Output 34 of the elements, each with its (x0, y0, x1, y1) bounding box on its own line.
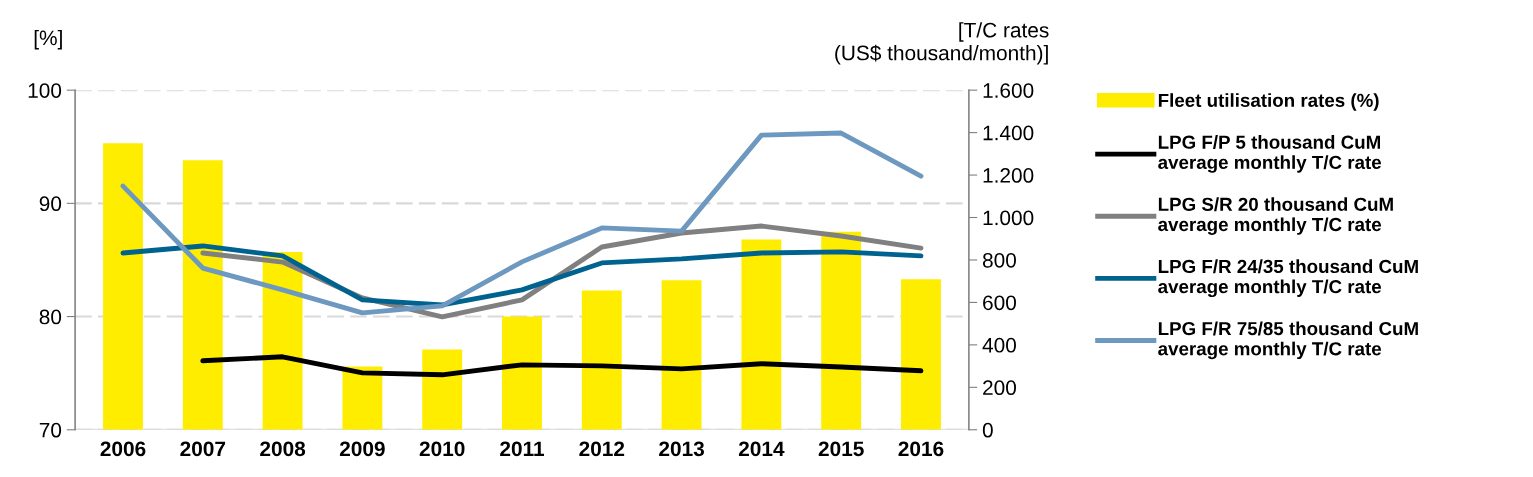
y-tick-label: 70 (39, 422, 62, 438)
x-tick-label: 2010 (419, 441, 465, 457)
y2-tick-label: 1.400 (983, 125, 1034, 141)
line-series (120, 130, 924, 316)
x-tick-label: 2008 (260, 441, 306, 457)
y2-tick-label: 1.600 (983, 83, 1034, 98)
legend-label: LPG S/R 20 thousand CuM average monthly T/C rate (1158, 197, 1393, 235)
line-series (200, 354, 924, 378)
legend-label: LPG F/P 5 thousand CuM average monthly T/C rate (1158, 135, 1382, 173)
y2-axis-title: [T/C rates (US$ thousand/month)] (835, 22, 1049, 65)
x-tick-label: 2013 (659, 441, 705, 457)
x-tick-label: 2007 (180, 441, 226, 457)
y-axis-title: [%] (34, 29, 62, 50)
y2-tick-label: 0 (982, 422, 993, 438)
y2-tick-label: 400 (982, 337, 1016, 353)
y2-tick-label: 600 (983, 295, 1016, 311)
y2-tick-label: 1.000 (983, 210, 1034, 226)
legend-label: LPG F/R 75/85 thousand CuM average monthly T/C rate (1158, 321, 1418, 360)
y-tick-label: 100 (28, 83, 62, 98)
x-tick-label: 2012 (579, 441, 625, 457)
x-tick-label: 2011 (500, 441, 545, 457)
y-tick-label: 80 (39, 309, 62, 325)
x-tick-label: 2014 (738, 441, 785, 457)
x-tick-label: 2015 (818, 441, 864, 457)
x-tick-label: 2016 (898, 441, 944, 457)
x-tick-label: 2009 (339, 441, 385, 457)
y-tick-label: 90 (39, 196, 62, 212)
y2-tick-label: 800 (982, 252, 1016, 268)
line-series (120, 243, 924, 308)
y2-tick-label: 200 (983, 380, 1016, 396)
x-tick-label: 2006 (100, 441, 146, 457)
y2-tick-label: 1.200 (983, 168, 1034, 183)
legend-label: LPG F/R 24/35 thousand CuM average monthly T/C rate (1158, 259, 1418, 298)
legend-label: Fleet utilisation rates (%) (1158, 93, 1379, 111)
